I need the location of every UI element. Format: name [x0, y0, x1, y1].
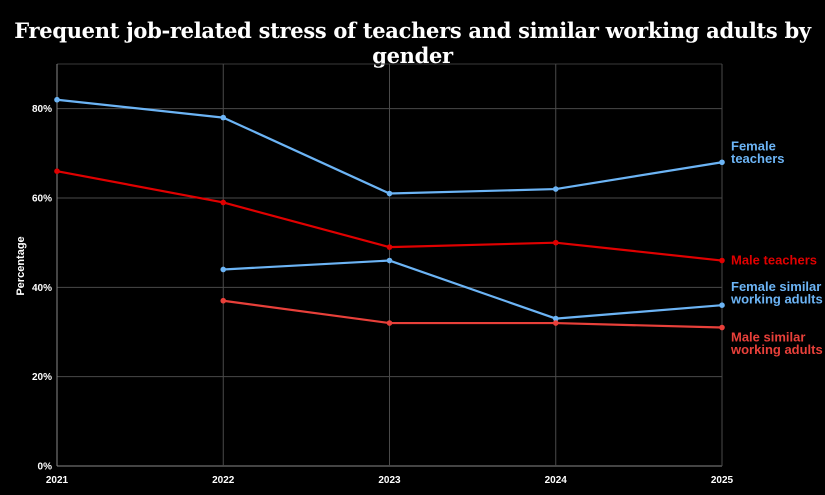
series-line [223, 299, 723, 329]
data-point [552, 239, 559, 246]
x-axis-ticks: 2021 2022 2023 2024 2025 [46, 475, 734, 486]
y-axis-ticks: 0% 20% 40% 60% 80% [32, 104, 52, 472]
series-group [54, 96, 725, 331]
y-tick-label: 40% [32, 283, 52, 294]
grid [56, 63, 723, 467]
y-tick-label: 20% [32, 372, 52, 383]
data-point [719, 302, 725, 309]
data-point [386, 257, 393, 264]
series-label: working adults [730, 292, 823, 307]
series-label: working adults [730, 342, 823, 357]
x-tick-label: 2023 [378, 475, 401, 486]
series-label: Male teachers [731, 253, 817, 268]
series-line [223, 259, 723, 320]
data-point [552, 320, 559, 326]
y-tick-label: 0% [38, 462, 53, 473]
data-point [719, 159, 725, 166]
data-point [386, 190, 393, 197]
series-label: teachers [731, 151, 784, 166]
series-label: Male similar [731, 330, 805, 345]
data-point [386, 244, 393, 250]
data-point [719, 257, 725, 264]
series-label: Female similar [731, 279, 821, 294]
data-point [552, 315, 559, 322]
data-point [54, 96, 60, 103]
series-female-teachers [54, 96, 725, 197]
series-male-teachers [54, 168, 725, 264]
series-female-similar-working-adults [220, 257, 725, 322]
data-point [552, 186, 559, 192]
series-label: Female [731, 138, 776, 153]
data-point [220, 297, 227, 304]
y-axis-label: Percentage [15, 236, 27, 295]
chart-title: Frequent job-related stress of teachers … [14, 18, 811, 68]
data-point [386, 320, 393, 326]
data-point [719, 324, 725, 331]
x-tick-label: 2022 [212, 475, 235, 486]
data-point [54, 168, 60, 174]
series-male-similar-working-adults [220, 297, 725, 331]
x-tick-label: 2025 [711, 475, 734, 486]
x-tick-label: 2024 [545, 475, 568, 486]
x-tick-label: 2021 [46, 475, 69, 486]
data-point [220, 114, 227, 121]
data-point [220, 199, 227, 206]
y-tick-label: 80% [32, 104, 52, 115]
data-point [220, 266, 227, 273]
y-tick-label: 60% [32, 194, 52, 205]
